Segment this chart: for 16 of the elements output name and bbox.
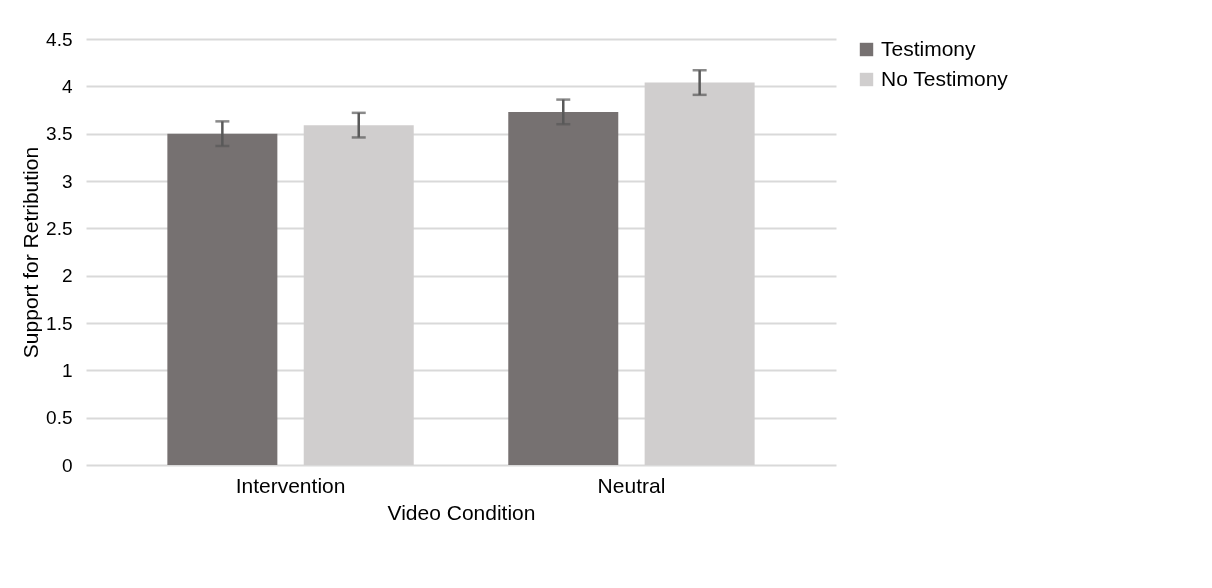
y-tick-label: 3	[61, 170, 73, 192]
x-tick-label: Neutral	[597, 473, 666, 497]
y-tick-label: 0	[61, 454, 73, 476]
y-tick-label: 4	[61, 75, 73, 97]
legend-label: Testimony	[881, 36, 977, 60]
y-tick-label: 0.5	[46, 407, 73, 429]
x-tick-label: Intervention	[235, 473, 346, 497]
y-tick-label: 3.5	[46, 123, 73, 145]
y-tick-label: 1.5	[46, 312, 73, 334]
legend-label: No Testimony	[881, 66, 1009, 90]
y-tick-label: 1	[61, 359, 73, 381]
x-axis-title: Video Condition	[387, 500, 536, 524]
y-axis-title: Support for Retribution	[19, 146, 43, 359]
y-tick-label: 4.5	[46, 28, 73, 50]
y-tick-label: 2	[61, 265, 73, 287]
y-tick-label: 2.5	[46, 217, 73, 239]
